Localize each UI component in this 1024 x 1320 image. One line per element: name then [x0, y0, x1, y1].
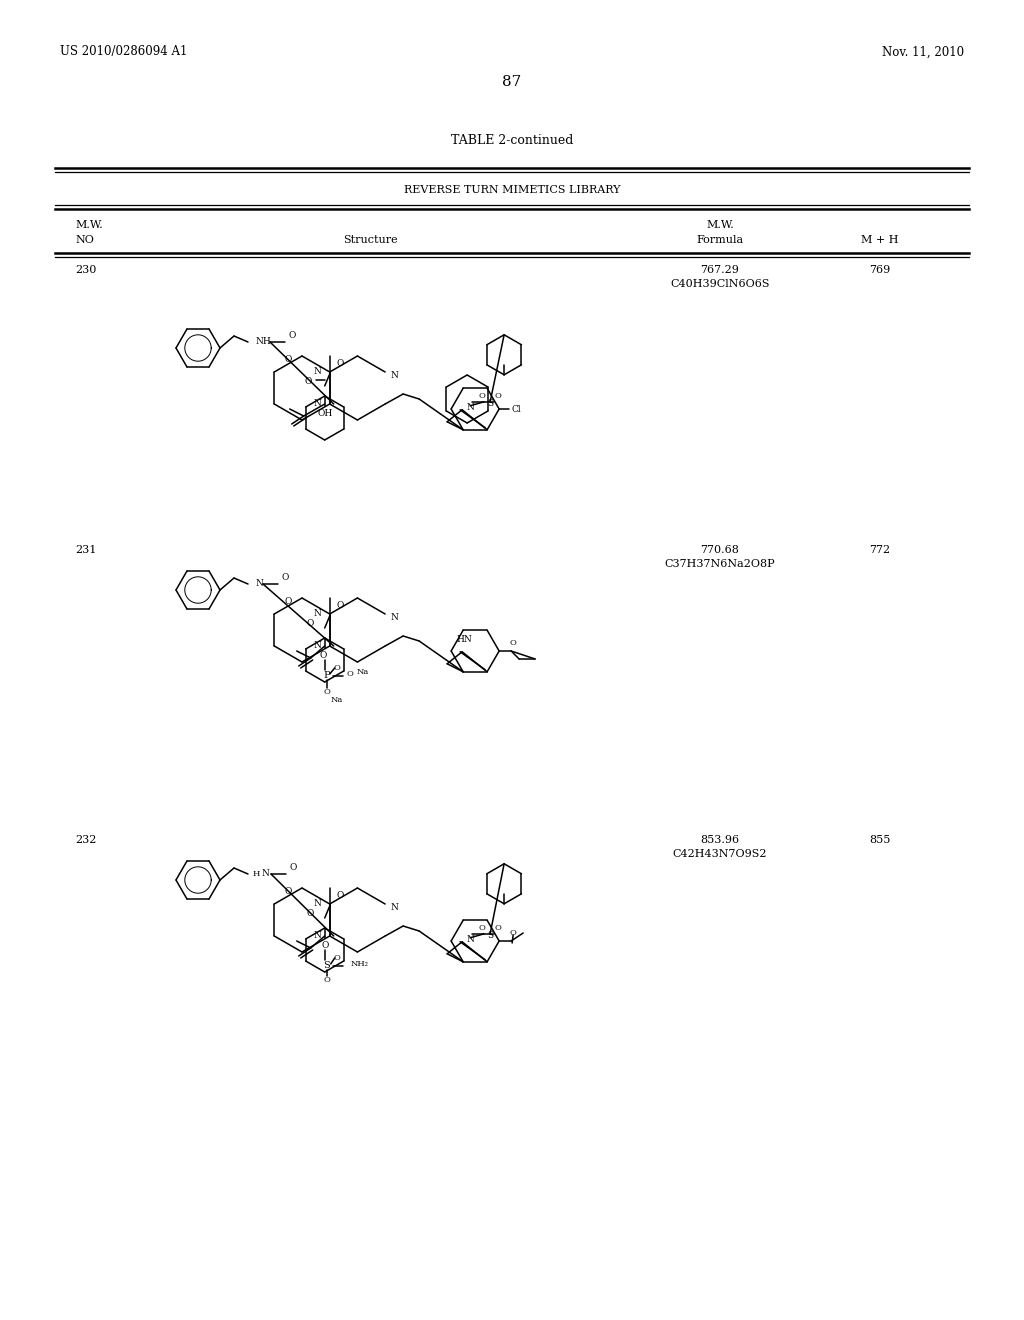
- Text: S: S: [487, 932, 494, 940]
- Text: 767.29: 767.29: [700, 265, 739, 275]
- Text: O: O: [333, 954, 340, 962]
- Text: O: O: [285, 598, 292, 606]
- Text: 772: 772: [869, 545, 891, 554]
- Text: NO: NO: [75, 235, 94, 246]
- Text: N: N: [313, 932, 322, 940]
- Text: NH: NH: [255, 338, 270, 346]
- Text: 231: 231: [75, 545, 96, 554]
- Text: O: O: [319, 652, 327, 660]
- Text: O: O: [322, 940, 329, 949]
- Text: O: O: [306, 909, 313, 919]
- Text: O: O: [336, 602, 343, 610]
- Text: O: O: [510, 929, 516, 937]
- Text: N: N: [262, 870, 270, 879]
- Text: HN: HN: [457, 635, 472, 644]
- Text: O: O: [324, 975, 330, 983]
- Text: 770.68: 770.68: [700, 545, 739, 554]
- Text: N: N: [313, 367, 322, 376]
- Text: O: O: [495, 924, 502, 932]
- Text: O: O: [304, 378, 311, 387]
- Text: OH: OH: [317, 409, 333, 418]
- Text: Structure: Structure: [343, 235, 397, 246]
- Text: REVERSE TURN MIMETICS LIBRARY: REVERSE TURN MIMETICS LIBRARY: [403, 185, 621, 195]
- Text: N: N: [466, 404, 474, 412]
- Text: N: N: [466, 936, 474, 944]
- Text: US 2010/0286094 A1: US 2010/0286094 A1: [60, 45, 187, 58]
- Text: NH₂: NH₂: [350, 960, 369, 968]
- Text: N: N: [390, 903, 398, 912]
- Text: N: N: [390, 371, 398, 380]
- Text: O: O: [495, 392, 502, 400]
- Text: O: O: [282, 573, 289, 582]
- Text: 232: 232: [75, 836, 96, 845]
- Text: O: O: [478, 924, 485, 932]
- Text: Formula: Formula: [696, 235, 743, 246]
- Text: 853.96: 853.96: [700, 836, 739, 845]
- Text: O: O: [285, 887, 292, 896]
- Text: Nov. 11, 2010: Nov. 11, 2010: [882, 45, 964, 58]
- Text: N: N: [313, 400, 322, 408]
- Text: O: O: [324, 688, 330, 696]
- Text: O: O: [336, 891, 343, 900]
- Text: O: O: [478, 392, 485, 400]
- Text: O: O: [285, 355, 292, 364]
- Text: H: H: [253, 870, 260, 878]
- Text: 769: 769: [869, 265, 891, 275]
- Text: O: O: [347, 671, 353, 678]
- Text: O: O: [336, 359, 343, 368]
- Text: M + H: M + H: [861, 235, 899, 246]
- Text: O: O: [290, 863, 297, 873]
- Text: C40H39ClN6O6S: C40H39ClN6O6S: [671, 279, 770, 289]
- Text: M.W.: M.W.: [707, 220, 734, 230]
- Text: Na: Na: [356, 668, 369, 676]
- Text: C37H37N6Na2O8P: C37H37N6Na2O8P: [665, 558, 775, 569]
- Text: 230: 230: [75, 265, 96, 275]
- Text: 855: 855: [869, 836, 891, 845]
- Text: C42H43N7O9S2: C42H43N7O9S2: [673, 849, 767, 859]
- Text: 87: 87: [503, 75, 521, 88]
- Text: S: S: [487, 399, 494, 408]
- Text: S: S: [324, 961, 330, 970]
- Text: P: P: [324, 672, 330, 681]
- Text: N: N: [313, 642, 322, 651]
- Text: O: O: [289, 331, 296, 341]
- Text: M.W.: M.W.: [75, 220, 102, 230]
- Text: N: N: [313, 610, 322, 619]
- Text: O: O: [306, 619, 313, 628]
- Text: Cl: Cl: [511, 404, 521, 413]
- Text: TABLE 2-continued: TABLE 2-continued: [451, 133, 573, 147]
- Text: N: N: [313, 899, 322, 908]
- Text: N: N: [255, 579, 263, 589]
- Text: Na: Na: [331, 696, 343, 704]
- Text: O: O: [510, 639, 516, 647]
- Text: N: N: [390, 612, 398, 622]
- Text: O: O: [333, 664, 340, 672]
